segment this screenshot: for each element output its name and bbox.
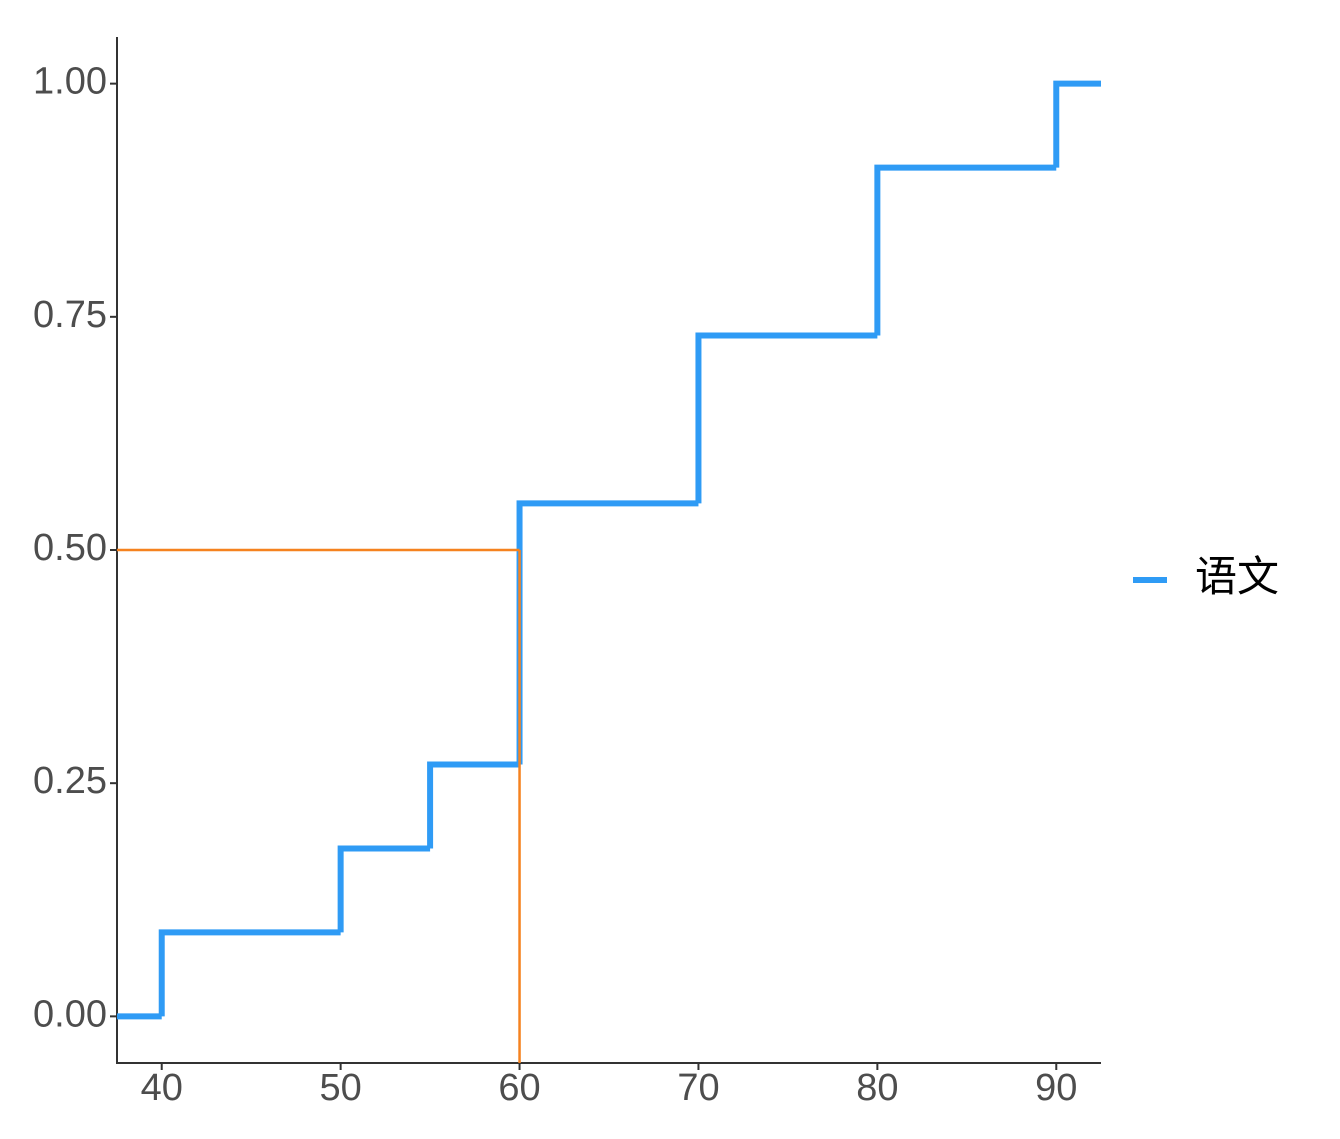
y-tick-label: 0.00 (33, 993, 107, 1035)
x-tick-label: 90 (1035, 1067, 1077, 1109)
x-tick-label: 40 (141, 1067, 183, 1109)
x-tick-label: 60 (498, 1067, 540, 1109)
step-segment (874, 164, 1057, 336)
y-tick-label: 0.25 (33, 760, 107, 802)
x-tick-label: 80 (856, 1067, 898, 1109)
step-segment (427, 761, 520, 849)
step-segment (337, 845, 431, 933)
step-segment (695, 332, 878, 504)
step-segment (516, 500, 699, 765)
y-tick-label: 0.75 (33, 294, 107, 336)
x-tick-label: 50 (319, 1067, 361, 1109)
legend-label: 语文 (1195, 553, 1279, 600)
step-segment (158, 929, 341, 1017)
step-segment (1053, 80, 1101, 168)
x-tick-label: 70 (677, 1067, 719, 1109)
y-tick-label: 1.00 (33, 61, 107, 103)
y-tick-label: 0.50 (33, 527, 107, 569)
